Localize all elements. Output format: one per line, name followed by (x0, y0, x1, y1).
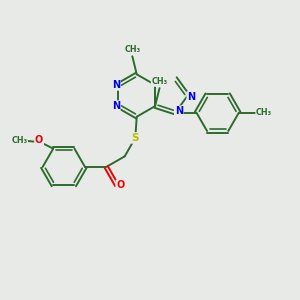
Text: S: S (131, 133, 139, 143)
Text: CH₃: CH₃ (256, 108, 272, 117)
Text: CH₃: CH₃ (152, 77, 168, 86)
Text: N: N (112, 101, 120, 111)
Text: N: N (112, 80, 120, 90)
Text: O: O (35, 135, 43, 145)
Text: N: N (175, 106, 183, 116)
Text: CH₃: CH₃ (11, 136, 27, 145)
Text: N: N (187, 92, 195, 102)
Text: CH₃: CH₃ (124, 45, 140, 54)
Text: O: O (116, 180, 124, 190)
